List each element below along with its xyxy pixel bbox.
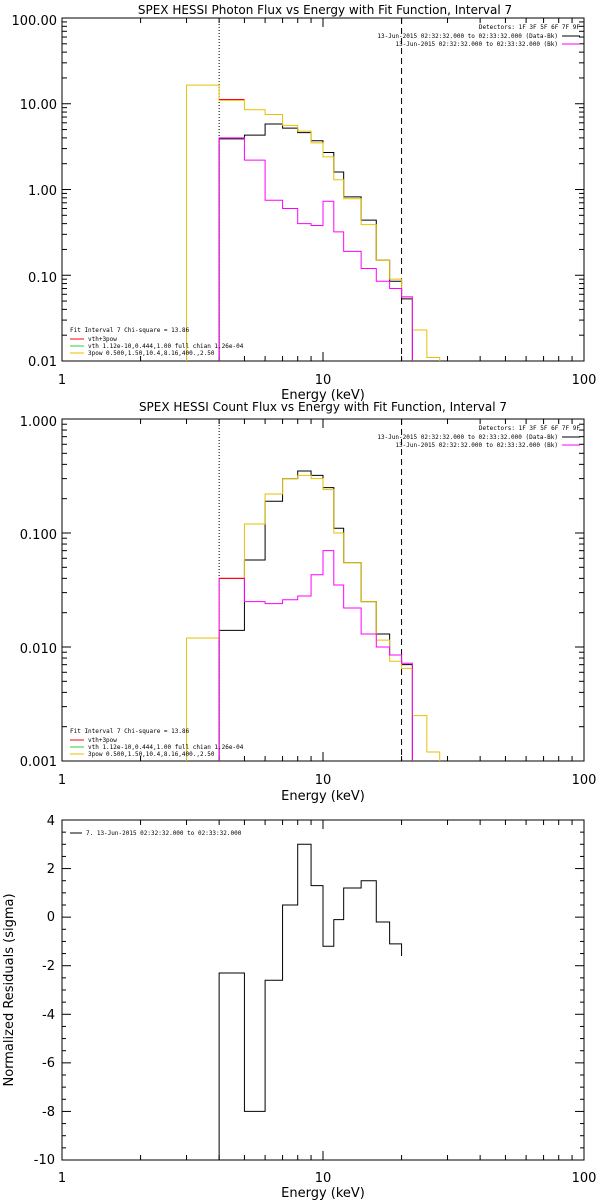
photon-legend-vth: vth 1.12e-10,0.444,1.00 full chian 1.26e… [88, 343, 244, 350]
photon-legend-detectors: Detectors: 1F 3F 5F 6F 7F 9F [479, 24, 581, 31]
count-legend-bk: 13-Jun-2015 02:32:32.000 to 02:33:32.000… [395, 442, 558, 449]
photon-legend-right: Detectors: 1F 3F 5F 6F 7F 9F 13-Jun-2015… [377, 24, 580, 48]
photon-xlabel: Energy (keV) [281, 388, 365, 403]
photon-ytick-label: 0.10 [28, 271, 57, 286]
residuals-legend: 7. 13-Jun-2015 02:32:32.000 to 02:33:32.… [86, 830, 242, 837]
photon-ytick-label: 1.00 [28, 184, 57, 199]
count-legend-pow: 3pow 0.500,1.50,10.4,8.16,400.,2.50 [88, 751, 215, 758]
count-legend-databk: 13-Jun-2015 02:32:32.000 to 02:33:32.000… [377, 434, 558, 441]
photon-legend-fit: Fit Interval 7 Chi-square = 13.86 [70, 327, 190, 334]
residuals-series [218, 843, 403, 1160]
photon-series-bk [218, 137, 413, 361]
photon-series-data-bk [218, 123, 413, 361]
photon-legend-databk: 13-Jun-2015 02:32:32.000 to 02:33:32.000… [377, 33, 558, 40]
count-ytick-label: 0.100 [20, 528, 57, 543]
residuals-ytick-label: -4 [42, 1008, 55, 1023]
residuals-ytick-label: -6 [42, 1056, 55, 1071]
photon-flux-panel: SPEX HESSI Photon Flux vs Energy with Fi… [12, 3, 597, 403]
count-legend-right: Detectors: 1F 3F 5F 6F 7F 9F 13-Jun-2015… [377, 425, 580, 449]
count-xtick-label: 100 [572, 773, 597, 788]
photon-legend-total: vth+3pow [88, 336, 117, 343]
photon-plot-frame [61, 17, 585, 362]
count-xlabel: Energy (keV) [281, 789, 365, 804]
count-legend-detectors: Detectors: 1F 3F 5F 6F 7F 9F [479, 425, 581, 432]
count-series-bk [218, 550, 413, 761]
residuals-plot-frame [61, 819, 585, 1161]
residuals-xlabel: Energy (keV) [281, 1186, 365, 1200]
residuals-ylabel: Normalized Residuals (sigma) [2, 893, 17, 1086]
residuals-ytick-label: 0 [47, 910, 55, 925]
count-xtick-label: 1 [58, 773, 66, 788]
photon-xtick-label: 100 [572, 373, 597, 388]
count-legend-fit: Fit Interval 7 Chi-square = 13.86 [70, 728, 190, 735]
photon-xtick-label: 1 [58, 373, 66, 388]
count-xtick-label: 10 [315, 773, 332, 788]
count-series-data-bk [218, 470, 413, 761]
count-plot-frame [61, 418, 585, 762]
photon-legend-pow: 3pow 0.500,1.50,10.4,8.16,400.,2.50 [88, 350, 215, 357]
residuals-xtick-label: 1 [58, 1171, 66, 1186]
count-title: SPEX HESSI Count Flux vs Energy with Fit… [139, 400, 507, 414]
residuals-xtick-label: 10 [315, 1171, 332, 1186]
photon-ytick-label: 0.01 [28, 355, 57, 370]
residuals-xtick-label: 100 [572, 1171, 597, 1186]
count-ytick-label: 1.000 [20, 415, 57, 430]
residuals-ytick-label: -2 [42, 959, 55, 974]
residuals-ytick-label: 4 [47, 814, 55, 829]
photon-xtick-label: 10 [315, 373, 332, 388]
residuals-ytick-label: -8 [42, 1105, 55, 1120]
count-series-vth-3pow [186, 474, 441, 761]
photon-legend-left: Fit Interval 7 Chi-square = 13.86 vth+3p… [70, 327, 244, 357]
count-ytick-label: 0.001 [20, 755, 57, 770]
count-legend-left: Fit Interval 7 Chi-square = 13.86 vth+3p… [70, 728, 244, 758]
count-flux-panel: SPEX HESSI Count Flux vs Energy with Fit… [20, 400, 597, 804]
photon-legend-bk: 13-Jun-2015 02:32:32.000 to 02:33:32.000… [395, 41, 558, 48]
photon-ytick-label: 10.00 [20, 98, 57, 113]
residuals-panel: 4 2 0 -2 -4 -6 -8 -10 1 10 100 Energy (k… [2, 814, 596, 1200]
count-ytick-label: 0.010 [20, 642, 57, 657]
residuals-ytick-label: -10 [34, 1153, 55, 1168]
photon-ytick-label: 100.00 [12, 14, 58, 29]
count-legend-total: vth+3pow [88, 737, 117, 744]
count-legend-vth: vth 1.12e-10,0.444,1.00 full chian 1.26e… [88, 744, 244, 751]
residuals-ytick-label: 2 [47, 862, 55, 877]
photon-title: SPEX HESSI Photon Flux vs Energy with Fi… [138, 3, 512, 17]
